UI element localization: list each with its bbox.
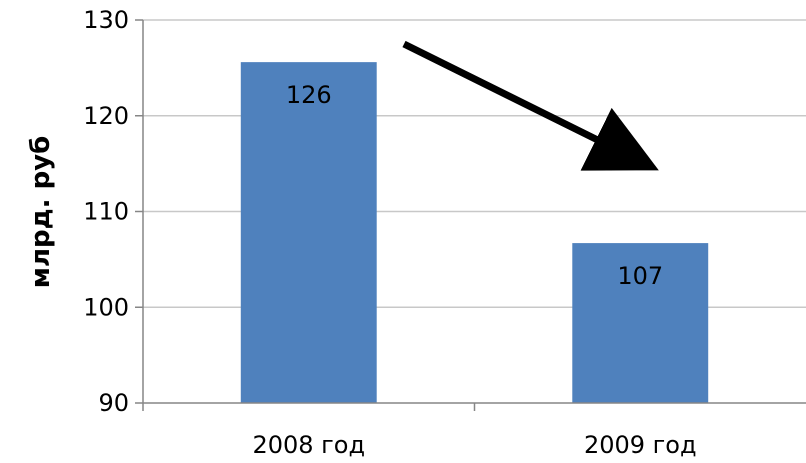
y-tick-label: 90 [98,389,129,417]
y-tick-label: 110 [83,198,129,226]
x-tick-label: 2008 год [252,431,365,459]
y-tick-label: 120 [83,102,129,130]
y-tick-label: 100 [83,293,129,321]
bar-data-label: 107 [617,262,663,290]
y-tick-label: 130 [83,6,129,34]
tick-labels: 90 100 110 120 130 2008 год 2009 год [83,6,696,459]
x-tick-label: 2009 год [584,431,697,459]
axes [135,19,806,411]
bar-data-label: 126 [286,81,332,109]
bar [240,62,377,403]
bars [240,62,709,403]
bar [572,243,709,403]
y-axis-title: млрд. руб [26,136,56,289]
trend-arrow [402,40,659,171]
data-labels: 126 107 [286,81,663,290]
